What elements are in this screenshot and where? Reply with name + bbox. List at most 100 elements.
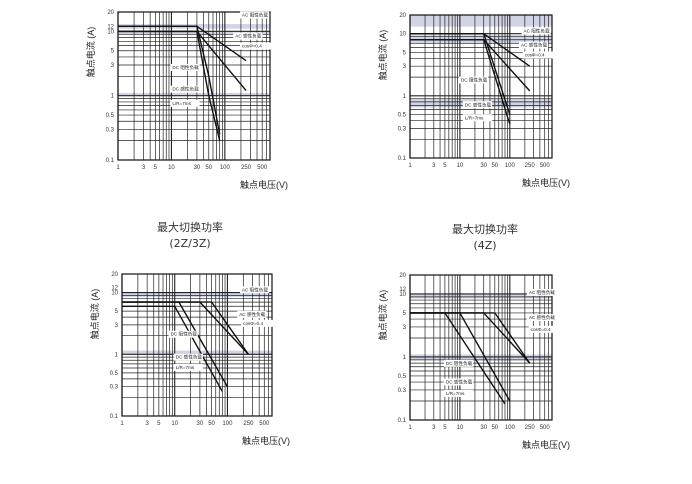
series-dc-resistive xyxy=(118,25,221,135)
y-tick-label: 0.5 xyxy=(398,113,407,119)
chart-3: 1 3 5 10 30 50 100 250 500 0.1 0.3 0.5 1 3 5 10 20 12 触点电压… xyxy=(89,272,290,446)
annotation-label: AC 感性负载 xyxy=(239,311,265,318)
y-tick-label: 1 xyxy=(403,94,407,100)
annotation-bg xyxy=(170,85,200,93)
plot-border xyxy=(117,11,271,161)
shaded-band xyxy=(410,15,552,27)
annotation-label: AC 阻性负载 xyxy=(242,286,268,293)
x-tick-label: 1 xyxy=(408,425,412,431)
annotation-label: DC 感性负载 xyxy=(446,378,473,385)
x-tick-label: 30 xyxy=(480,163,487,169)
annotation-bg xyxy=(526,314,557,322)
annotation-label: cosΦ=0.4 xyxy=(243,321,263,326)
x-tick-label: 5 xyxy=(157,421,161,427)
series-dc-inductive xyxy=(122,305,223,392)
y-tick-label: 0.3 xyxy=(398,388,407,394)
annotation-label: AC 阻性负载 xyxy=(529,289,555,296)
x-tick-label: 5 xyxy=(154,165,158,171)
annotation-bg xyxy=(458,76,489,84)
annotation-label: AC 感性负载 xyxy=(521,42,547,49)
y-tick-label: 3 xyxy=(403,64,407,70)
annotation-bg xyxy=(170,63,200,71)
x-tick-label: 10 xyxy=(168,165,175,171)
y-tick-label: 3 xyxy=(111,63,115,69)
annotation-bg xyxy=(241,319,274,327)
x-tick-label: 100 xyxy=(505,163,516,169)
chart-2: 1 3 5 10 30 50 100 250 500 0.1 0.3 0.5 1 3 5 10 20 触点电压(V… xyxy=(377,13,570,188)
annotation-label: DC 感性负载 xyxy=(172,86,199,93)
series-dc-resistive xyxy=(410,33,511,115)
annotation-label: DC 阻性负载 xyxy=(172,64,199,71)
caption-title: 最大切换功率 xyxy=(452,223,518,236)
annotation-label: cosΦ=0.4 xyxy=(242,44,262,49)
chart-1: 1 3 5 10 30 50 100 250 500 0.1 0.3 0.5 1 3 5 10 20 12 触点电压… xyxy=(85,10,288,190)
x-tick-label: 100 xyxy=(220,165,231,171)
y-tick-label: 10 xyxy=(399,32,406,38)
y-tick-label: 1 xyxy=(111,94,115,100)
annotation-label: DC 阻性负载 xyxy=(446,360,473,367)
annotation-bg xyxy=(237,310,267,318)
annotation-bg xyxy=(521,27,551,35)
annotation-label: DC 感性负载 xyxy=(176,354,203,361)
y-axis-title: 触点电流 (A) xyxy=(89,289,100,340)
x-tick-label: 100 xyxy=(222,421,233,427)
y-tick-label: 3 xyxy=(115,323,119,329)
y-tick-label: 5 xyxy=(111,49,115,55)
y-tick-label: 0.5 xyxy=(106,113,115,119)
y-tick-label: 10 xyxy=(111,291,118,297)
series-dc-resistive xyxy=(122,301,229,387)
chart-4: 1 3 5 10 30 50 100 250 500 0.1 0.3 0.5 1 3 5 10 20 12 触点电压… xyxy=(377,273,570,450)
annotation-bg xyxy=(239,286,270,294)
y-tick-label: 3 xyxy=(403,325,407,331)
annotation-bg xyxy=(233,32,263,40)
annotation-bg xyxy=(462,114,493,122)
plot-border xyxy=(409,274,553,421)
x-tick-label: 50 xyxy=(491,163,498,169)
y-tick-label: 0.1 xyxy=(398,418,407,424)
y-tick-label: 0.5 xyxy=(398,374,407,380)
shaded-band xyxy=(410,293,552,299)
y-tick-label: 5 xyxy=(115,309,119,315)
annotation-bg xyxy=(443,359,474,367)
annotation-label: L/R=7ms xyxy=(465,115,484,120)
y-tick-label: 1 xyxy=(403,355,407,361)
x-tick-label: 500 xyxy=(540,425,551,431)
y-tick-label: 1 xyxy=(115,352,119,358)
annotation-bg xyxy=(173,363,203,371)
y-tick-label: 0.1 xyxy=(106,158,115,164)
x-tick-label: 250 xyxy=(525,425,536,431)
annotation-label: cosΦ=0.4 xyxy=(531,327,551,332)
y-axis-title: 触点电流 (A) xyxy=(377,30,388,81)
annotation-bg xyxy=(443,389,474,397)
annotation-label: L/R=7ms xyxy=(446,391,465,396)
y-tick-label: 12 xyxy=(107,24,114,30)
x-tick-label: 5 xyxy=(443,425,447,431)
y-axis-title: 触点电流 (A) xyxy=(85,27,96,78)
x-tick-label: 30 xyxy=(194,165,201,171)
annotation-label: DC 阻性负载 xyxy=(171,331,198,338)
shaded-band xyxy=(118,31,270,35)
y-tick-label: 20 xyxy=(399,273,406,279)
x-tick-label: 50 xyxy=(491,425,498,431)
annotation-label: L/R=7ms xyxy=(176,365,195,370)
y-tick-label: 20 xyxy=(399,13,406,19)
y-tick-label: 10 xyxy=(399,292,406,298)
y-tick-label: 20 xyxy=(107,10,114,16)
y-tick-label: 20 xyxy=(111,272,118,278)
annotation-bg xyxy=(239,11,270,19)
caption-subtitle: (4Z) xyxy=(473,239,497,252)
x-axis-title: 触点电压(V) xyxy=(522,439,570,450)
shaded-band xyxy=(122,292,272,297)
x-axis-title: 触点电压(V) xyxy=(240,179,288,190)
x-tick-label: 3 xyxy=(432,163,436,169)
plot-border xyxy=(409,14,553,159)
annotation-label: AC 感性负载 xyxy=(235,33,261,40)
caption-subtitle: (2Z/3Z) xyxy=(169,237,211,250)
y-tick-label: 5 xyxy=(403,50,407,56)
y-tick-label: 10 xyxy=(107,29,114,35)
plot-border xyxy=(121,273,273,417)
y-tick-label: 0.5 xyxy=(110,371,119,377)
x-tick-label: 30 xyxy=(197,421,204,427)
x-axis-title: 触点电压(V) xyxy=(522,177,570,188)
x-tick-label: 10 xyxy=(457,163,464,169)
